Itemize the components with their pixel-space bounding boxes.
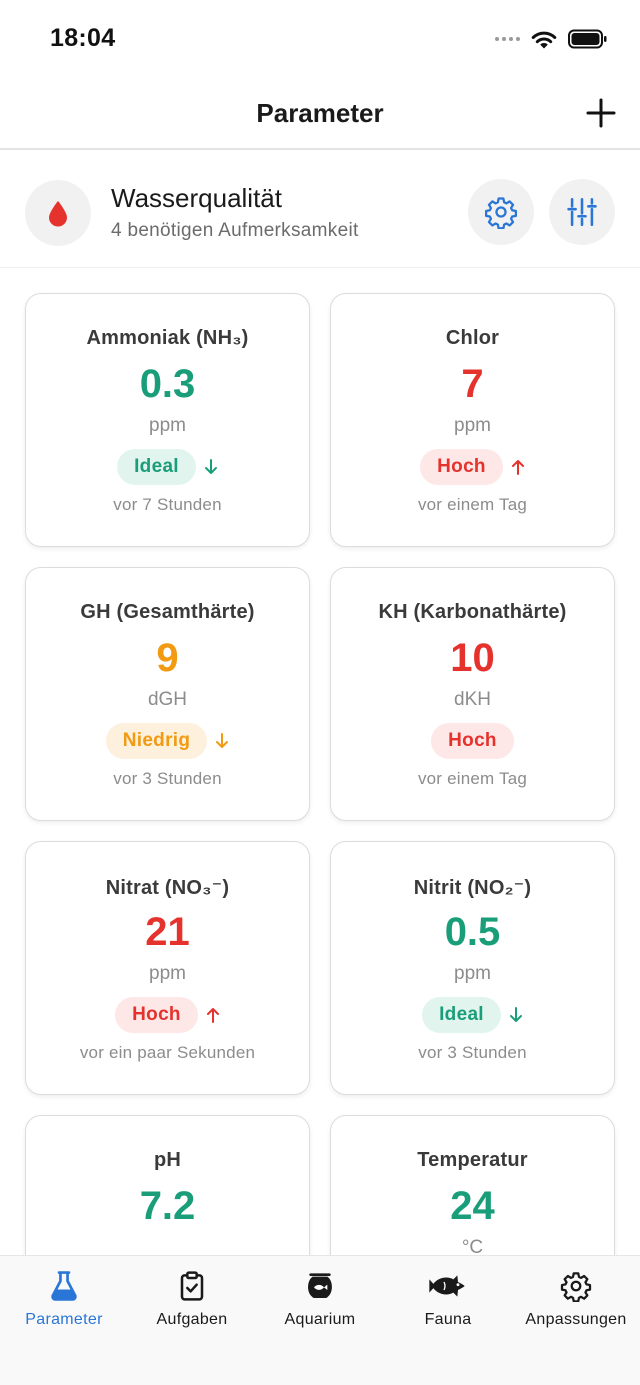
arrow-up-icon: [198, 997, 220, 1033]
battery-icon: [568, 29, 607, 49]
sliders-icon: [567, 197, 597, 227]
card-unit: ppm: [454, 415, 491, 436]
tab-aquarium[interactable]: Aquarium: [256, 1256, 384, 1346]
card-unit: °C: [461, 1237, 484, 1255]
parameter-card-nitrate[interactable]: Nitrat (NO₃⁻) 21 ppm Hoch vor ein paar S…: [25, 841, 310, 1095]
parameter-card-temperature[interactable]: Temperatur 24 °C: [330, 1115, 615, 1255]
card-value: 9: [156, 636, 179, 680]
card-value: 21: [145, 910, 190, 954]
card-timestamp: vor ein paar Sekunden: [79, 1043, 256, 1062]
tab-label: Fauna: [424, 1311, 472, 1328]
card-title: Temperatur: [417, 1149, 528, 1171]
parameter-card-gh[interactable]: GH (Gesamthärte) 9 dGH Niedrig vor 3 Stu…: [25, 567, 310, 821]
arrow-down-icon: [196, 449, 218, 485]
tab-label: Aufgaben: [156, 1311, 228, 1328]
tab-bar: Parameter Aufgaben Aquarium: [0, 1255, 640, 1385]
summary-subtitle: 4 benötigen Aufmerksamkeit: [111, 220, 359, 241]
fish-icon: [428, 1268, 468, 1304]
parameter-card-chlorine[interactable]: Chlor 7 ppm Hoch vor einem Tag: [330, 293, 615, 547]
card-title: KH (Karbonathärte): [378, 601, 567, 623]
status-time: 18:04: [50, 24, 116, 52]
card-title: pH: [153, 1149, 182, 1171]
water-drop-badge: [25, 180, 91, 246]
clipboard-check-icon: [172, 1268, 212, 1304]
status-badge: Ideal: [117, 449, 196, 485]
card-value: 7: [461, 362, 484, 406]
tab-label: Anpassungen: [525, 1311, 627, 1328]
flask-icon: [44, 1268, 84, 1304]
fishbowl-icon: [300, 1268, 340, 1304]
parameter-card-ammonia[interactable]: Ammoniak (NH₃) 0.3 ppm Ideal vor 7 Stund…: [25, 293, 310, 547]
summary-title: Wasserqualität: [111, 183, 282, 213]
card-unit: dKH: [454, 689, 491, 710]
card-unit: dGH: [147, 689, 188, 710]
card-value: 24: [450, 1184, 495, 1228]
card-title: Chlor: [445, 327, 500, 349]
card-timestamp: vor einem Tag: [417, 769, 528, 788]
add-icon[interactable]: [584, 96, 618, 130]
card-timestamp: vor 3 Stunden: [113, 769, 222, 788]
status-icons: [495, 28, 608, 50]
cellular-signal-icon: [495, 37, 520, 41]
arrow-down-icon: [207, 723, 229, 759]
card-value: 0.3: [139, 362, 196, 406]
arrow-down-icon: [501, 997, 523, 1033]
card-timestamp: vor 7 Stunden: [113, 495, 222, 514]
card-unit: ppm: [149, 963, 186, 984]
tab-fauna[interactable]: Fauna: [384, 1256, 512, 1346]
card-title: Ammoniak (NH₃): [86, 327, 249, 349]
parameter-card-kh[interactable]: KH (Karbonathärte) 10 dKH Hoch vor einem…: [330, 567, 615, 821]
tab-label: Parameter: [25, 1311, 103, 1328]
card-unit: ppm: [454, 963, 491, 984]
card-unit: ppm: [149, 415, 186, 436]
filter-button[interactable]: [549, 179, 615, 245]
tab-aufgaben[interactable]: Aufgaben: [128, 1256, 256, 1346]
gear-icon: [484, 197, 518, 229]
card-value: 7.2: [139, 1184, 196, 1228]
navigation-bar: Parameter: [0, 80, 640, 150]
settings-button[interactable]: [468, 179, 534, 245]
card-timestamp: vor 3 Stunden: [418, 1043, 527, 1062]
tab-label: Aquarium: [284, 1311, 356, 1328]
water-quality-summary: Wasserqualität 4 benötigen Aufmerksamkei…: [0, 150, 640, 268]
status-badge: Ideal: [422, 997, 501, 1033]
parameter-card-ph[interactable]: pH 7.2: [25, 1115, 310, 1255]
parameter-grid: Ammoniak (NH₃) 0.3 ppm Ideal vor 7 Stund…: [0, 268, 640, 1255]
card-title: GH (Gesamthärte): [80, 601, 255, 623]
card-value: 10: [450, 636, 495, 680]
card-timestamp: vor einem Tag: [417, 495, 528, 514]
status-badge: Hoch: [115, 997, 198, 1033]
gear-icon: [556, 1268, 596, 1304]
page-title: Parameter: [256, 98, 384, 128]
card-title: Nitrit (NO₂⁻): [413, 877, 532, 899]
status-bar: 18:04: [0, 0, 640, 80]
card-value: 0.5: [444, 910, 501, 954]
water-drop-icon: [49, 201, 67, 227]
status-badge: Hoch: [431, 723, 514, 759]
card-title: Nitrat (NO₃⁻): [105, 877, 230, 899]
parameter-card-nitrite[interactable]: Nitrit (NO₂⁻) 0.5 ppm Ideal vor 3 Stunde…: [330, 841, 615, 1095]
wifi-icon: [531, 31, 557, 49]
arrow-up-icon: [503, 449, 525, 485]
tab-anpassungen[interactable]: Anpassungen: [512, 1256, 640, 1346]
status-badge: Niedrig: [105, 723, 208, 759]
tab-parameter[interactable]: Parameter: [0, 1256, 128, 1346]
status-badge: Hoch: [420, 449, 503, 485]
